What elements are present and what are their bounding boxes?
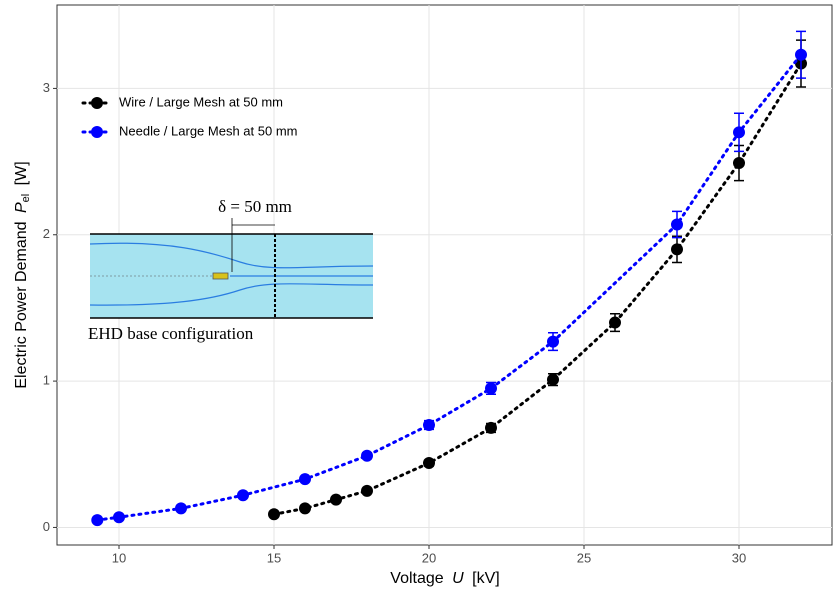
point <box>671 218 683 231</box>
x-tick-label: 30 <box>732 550 746 565</box>
point <box>423 419 435 431</box>
point <box>361 449 373 462</box>
x-tick-label: 25 <box>577 550 591 565</box>
needle <box>212 272 229 280</box>
point <box>609 316 621 329</box>
y-label-unit: [W] <box>13 161 30 185</box>
point <box>547 335 559 348</box>
dimension-label: δ = 50 mm <box>218 197 292 216</box>
y-axis-label: Electric Power Demand Pel [W] <box>13 161 34 388</box>
streamline <box>89 283 374 306</box>
point <box>733 126 745 139</box>
point <box>547 373 559 386</box>
point <box>91 514 104 527</box>
inset-caption: EHD base configuration <box>88 324 254 343</box>
point <box>733 157 745 170</box>
point <box>299 473 311 486</box>
point <box>175 502 187 515</box>
point <box>485 421 497 434</box>
x-label-text: Voltage <box>390 570 443 587</box>
grid <box>57 5 832 545</box>
legend-marker <box>91 97 103 109</box>
x-tick-label: 20 <box>422 550 436 565</box>
point <box>671 243 683 256</box>
x-axis-label: Voltage U [kV] <box>390 570 499 587</box>
y-label-subscript: el <box>20 194 32 203</box>
point <box>237 489 249 502</box>
legend-label: Needle / Large Mesh at 50 mm <box>119 123 297 138</box>
trend-line <box>95 53 803 522</box>
legend-marker <box>91 126 103 138</box>
x-tick-label: 10 <box>112 550 126 565</box>
x-label-unit: [kV] <box>472 570 500 587</box>
x-tick-label: 15 <box>267 550 281 565</box>
inset-diagram: δ = 50 mm EHD base configuration <box>88 197 374 343</box>
y-label-symbol: P <box>13 202 30 213</box>
x-label-symbol: U <box>452 570 464 587</box>
streamline <box>89 242 374 269</box>
point <box>113 511 125 524</box>
y-tick-label: 2 <box>43 226 50 241</box>
point <box>268 508 280 521</box>
y-label-text: Electric Power Demand <box>13 221 30 388</box>
y-tick-label: 3 <box>43 80 50 95</box>
y-tick-label: 1 <box>43 373 50 388</box>
point <box>423 457 435 470</box>
y-tick-label: 0 <box>43 519 50 534</box>
point <box>330 493 342 506</box>
point <box>361 484 373 497</box>
point <box>485 382 497 395</box>
legend-label: Wire / Large Mesh at 50 mm <box>119 94 283 109</box>
point <box>795 48 807 61</box>
point <box>299 502 311 515</box>
